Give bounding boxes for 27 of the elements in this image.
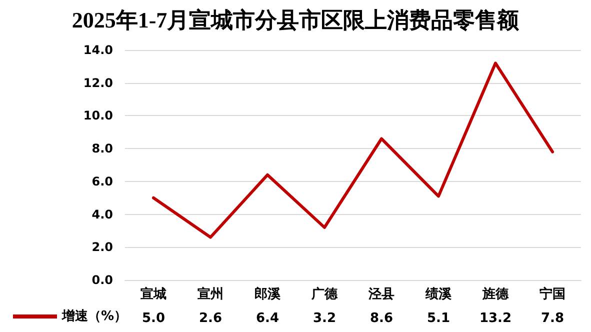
- legend-label: 增速（%）: [61, 309, 128, 324]
- data-label: 5.0: [142, 311, 166, 326]
- x-tick-label: 泾县: [368, 287, 394, 302]
- line-series: [152, 62, 554, 239]
- y-tick-label: 8.0: [92, 142, 113, 156]
- data-label: 5.1: [426, 311, 450, 326]
- x-tick-label: 绩溪: [424, 287, 452, 302]
- data-label: 2.6: [198, 311, 222, 326]
- y-tick-label: 14.0: [83, 43, 113, 57]
- data-label: 3.2: [312, 311, 336, 326]
- chart-title: 2025年1-7月宣城市分县市区限上消费品零售额: [72, 8, 520, 32]
- x-tick-label: 宁国: [540, 286, 566, 302]
- data-label: 7.8: [540, 311, 564, 326]
- y-tick-label: 2.0: [92, 240, 113, 254]
- y-tick-label: 0.0: [92, 273, 113, 287]
- x-tick-label: 宣州: [198, 286, 224, 302]
- y-tick-label: 10.0: [83, 108, 113, 123]
- x-tick-label: 广德: [310, 286, 338, 302]
- data-label: 13.2: [479, 311, 512, 326]
- y-tick-label: 12.0: [83, 76, 113, 90]
- x-tick-label: 旌德: [482, 286, 510, 302]
- x-tick-label: 郎溪: [254, 286, 282, 302]
- data-label: 6.4: [256, 311, 280, 326]
- y-tick-label: 6.0: [92, 174, 113, 188]
- data-label: 8.6: [370, 311, 394, 326]
- x-tick-label: 宣城: [140, 286, 166, 302]
- y-tick-label: 4.0: [92, 207, 113, 222]
